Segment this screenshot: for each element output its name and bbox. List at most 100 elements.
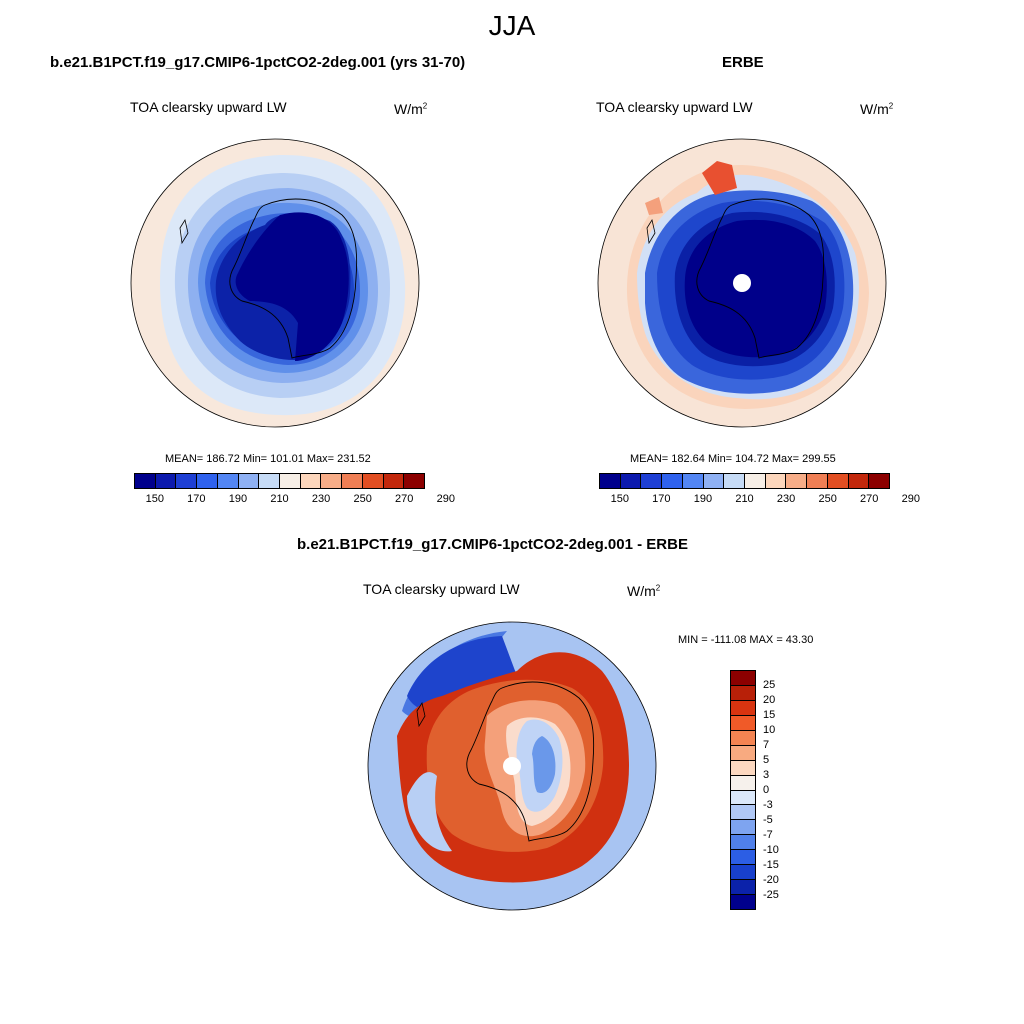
colorbar-tick-label: 290 — [901, 493, 920, 505]
model-units: W/m2 — [394, 101, 428, 117]
diff-colorbar — [730, 670, 756, 910]
diff-panel-title: b.e21.B1PCT.f19_g17.CMIP6-1pctCO2-2deg.0… — [297, 536, 688, 553]
obs-panel-title: ERBE — [722, 54, 764, 71]
colorbar-swatch — [731, 671, 755, 686]
colorbar-swatch — [321, 474, 343, 488]
diff-units: W/m2 — [627, 583, 661, 599]
colorbar-tick-label: 20 — [763, 694, 776, 706]
colorbar-tick-label: 5 — [763, 754, 770, 766]
diff-polar-map — [367, 621, 657, 911]
colorbar-tick-label: -20 — [763, 874, 779, 886]
colorbar-swatch — [383, 474, 405, 488]
colorbar-swatch — [731, 895, 755, 909]
colorbar-swatch — [662, 474, 683, 488]
colorbar-tick-label: 210 — [735, 493, 754, 505]
colorbar-swatch — [731, 820, 755, 836]
colorbar-swatch — [731, 850, 755, 866]
obs-polar-map — [597, 138, 887, 428]
colorbar-swatch — [731, 790, 755, 806]
obs-variable-label: TOA clearsky upward LW — [596, 99, 753, 115]
colorbar-tick-label: 210 — [270, 493, 289, 505]
colorbar-swatch — [620, 474, 642, 488]
obs-stats: MEAN= 182.64 Min= 104.72 Max= 299.55 — [630, 453, 836, 465]
colorbar-swatch — [731, 760, 755, 776]
colorbar-tick-label: -10 — [763, 844, 779, 856]
colorbar-swatch — [731, 775, 755, 791]
colorbar-swatch — [786, 474, 808, 488]
colorbar-tick-label: 150 — [610, 493, 629, 505]
colorbar-swatch — [731, 745, 755, 761]
colorbar-tick-label: 3 — [763, 769, 770, 781]
colorbar-swatch — [600, 474, 621, 488]
model-variable-label: TOA clearsky upward LW — [130, 99, 287, 115]
colorbar-tick-label: 270 — [860, 493, 879, 505]
colorbar-swatch — [731, 730, 755, 746]
colorbar-swatch — [362, 474, 384, 488]
model-polar-map — [130, 138, 420, 428]
colorbar-tick-label: 230 — [311, 493, 331, 505]
colorbar-swatch — [259, 474, 281, 488]
colorbar-swatch — [280, 474, 301, 488]
colorbar-tick-label: 25 — [763, 679, 776, 691]
colorbar-swatch — [217, 474, 239, 488]
colorbar-tick-label: 170 — [187, 493, 206, 505]
colorbar-swatch — [703, 474, 725, 488]
colorbar-tick-label: 270 — [395, 493, 414, 505]
colorbar-swatch — [197, 474, 218, 488]
colorbar-tick-label: 0 — [763, 784, 770, 796]
model-colorbar — [134, 473, 425, 489]
colorbar-swatch — [869, 474, 890, 488]
diff-variable-label: TOA clearsky upward LW — [363, 581, 520, 597]
obs-pole-hole — [733, 274, 751, 292]
model-stats: MEAN= 186.72 Min= 101.01 Max= 231.52 — [165, 453, 371, 465]
colorbar-tick-label: 150 — [145, 493, 164, 505]
colorbar-tick-label: -25 — [763, 889, 779, 901]
colorbar-swatch — [155, 474, 177, 488]
model-map-zone — [235, 212, 349, 361]
colorbar-tick-label: 190 — [693, 493, 713, 505]
figure-title: JJA — [488, 10, 536, 41]
colorbar-tick-label: 250 — [353, 493, 372, 505]
colorbar-swatch — [176, 474, 198, 488]
colorbar-swatch — [724, 474, 746, 488]
colorbar-swatch — [731, 805, 755, 821]
colorbar-swatch — [765, 474, 787, 488]
colorbar-tick-label: 250 — [818, 493, 837, 505]
colorbar-swatch — [745, 474, 766, 488]
colorbar-swatch — [731, 700, 755, 716]
colorbar-tick-label: 10 — [763, 724, 776, 736]
diff-map-zone — [532, 736, 556, 794]
colorbar-tick-label: -3 — [763, 799, 773, 811]
diff-map-zone — [407, 636, 517, 716]
colorbar-tick-label: -15 — [763, 859, 779, 871]
obs-map-zone — [684, 219, 827, 358]
colorbar-swatch — [807, 474, 828, 488]
colorbar-tick-label: 170 — [652, 493, 671, 505]
colorbar-swatch — [342, 474, 363, 488]
colorbar-tick-label: -5 — [763, 814, 773, 826]
colorbar-swatch — [238, 474, 260, 488]
colorbar-swatch — [827, 474, 849, 488]
colorbar-tick-label: 190 — [228, 493, 248, 505]
diff-min-max: MIN = -111.08 MAX = 43.30 — [678, 634, 814, 646]
colorbar-tick-label: -7 — [763, 829, 773, 841]
colorbar-swatch — [731, 835, 755, 851]
colorbar-swatch — [731, 685, 755, 701]
colorbar-swatch — [848, 474, 870, 488]
colorbar-tick-label: 7 — [763, 739, 770, 751]
diff-pole-hole — [503, 757, 521, 775]
model-panel-title: b.e21.B1PCT.f19_g17.CMIP6-1pctCO2-2deg.0… — [50, 54, 466, 71]
colorbar-swatch — [641, 474, 663, 488]
colorbar-swatch — [135, 474, 156, 488]
colorbar-tick-label: 290 — [436, 493, 455, 505]
colorbar-swatch — [731, 865, 755, 881]
colorbar-swatch — [682, 474, 704, 488]
colorbar-swatch — [404, 474, 425, 488]
colorbar-swatch — [731, 880, 755, 896]
colorbar-swatch — [300, 474, 322, 488]
colorbar-tick-label: 230 — [776, 493, 796, 505]
colorbar-swatch — [731, 715, 755, 731]
colorbar-tick-label: 15 — [763, 709, 776, 721]
obs-colorbar — [599, 473, 890, 489]
obs-units: W/m2 — [860, 101, 894, 117]
